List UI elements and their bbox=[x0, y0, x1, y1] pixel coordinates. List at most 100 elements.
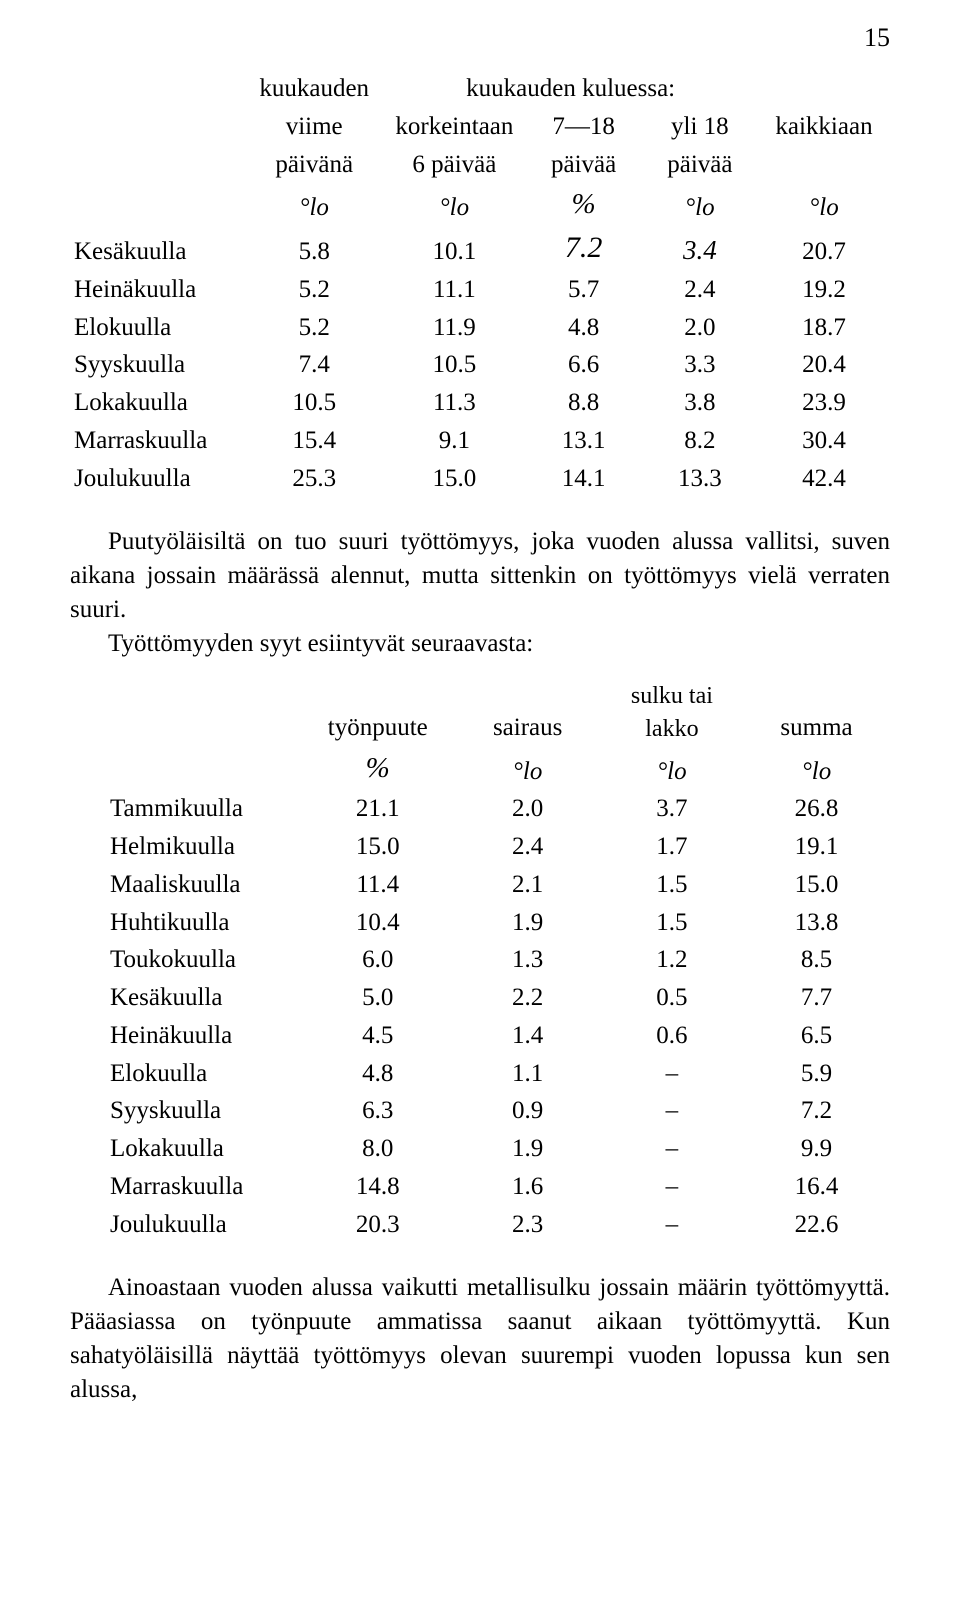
t1-h-c3-l1: 7—18 bbox=[526, 108, 642, 146]
table-row: Maaliskuulla 11.4 2.1 1.5 15.0 bbox=[70, 866, 890, 904]
t2-r3-v3: 13.8 bbox=[743, 904, 890, 942]
page: 15 kuukauden kuukauden kuluessa: viime k… bbox=[0, 0, 960, 1598]
t1-r6-label: Joulukuulla bbox=[70, 460, 245, 498]
t2-r5-v2: 0.5 bbox=[601, 979, 743, 1017]
t1-unit-0: °lo bbox=[245, 183, 383, 226]
t2-unit-1: °lo bbox=[455, 747, 601, 790]
t2-r0-v0: 21.1 bbox=[301, 790, 455, 828]
t2-r6-v0: 4.5 bbox=[301, 1017, 455, 1055]
table-row: Syyskuulla 6.3 0.9 – 7.2 bbox=[70, 1092, 890, 1130]
t2-r0-v1: 2.0 bbox=[455, 790, 601, 828]
t2-unit-3: °lo bbox=[743, 747, 890, 790]
t1-r3-v2: 6.6 bbox=[526, 346, 642, 384]
t2-r10-v0: 14.8 bbox=[301, 1168, 455, 1206]
t1-r1-v1: 11.1 bbox=[383, 271, 525, 309]
t1-unit-1: °lo bbox=[383, 183, 525, 226]
table-row: Kesäkuulla 5.0 2.2 0.5 7.7 bbox=[70, 979, 890, 1017]
table-row: Marraskuulla 14.8 1.6 – 16.4 bbox=[70, 1168, 890, 1206]
t1-r4-v4: 23.9 bbox=[758, 384, 890, 422]
paragraph-2: Ainoastaan vuoden alussa vaikutti metall… bbox=[70, 1271, 890, 1406]
t1-r6-v1: 15.0 bbox=[383, 460, 525, 498]
t1-h-c4-l1: yli 18 bbox=[642, 108, 758, 146]
page-number: 15 bbox=[864, 20, 890, 55]
t2-r7-label: Elokuulla bbox=[70, 1055, 301, 1093]
t2-r11-label: Joulukuulla bbox=[70, 1206, 301, 1244]
t2-r11-v3: 22.6 bbox=[743, 1206, 890, 1244]
table-unemployment-causes: työnpuute sairaus sulku tai lakko summa … bbox=[70, 678, 890, 1243]
t2-h-c3a: sulku tai bbox=[631, 683, 713, 709]
table-row: Toukokuulla 6.0 1.3 1.2 8.5 bbox=[70, 941, 890, 979]
table-unemployment-duration: kuukauden kuukauden kuluessa: viime kork… bbox=[70, 70, 890, 497]
t2-r6-v1: 1.4 bbox=[455, 1017, 601, 1055]
t1-r6-v2: 14.1 bbox=[526, 460, 642, 498]
t1-r0-v4: 20.7 bbox=[758, 226, 890, 271]
t2-r4-v1: 1.3 bbox=[455, 941, 601, 979]
para1-line-a: Puutyöläisiltä on tuo suuri työttömyys, … bbox=[70, 525, 890, 626]
t2-r9-v0: 8.0 bbox=[301, 1130, 455, 1168]
table-row: Elokuulla 4.8 1.1 – 5.9 bbox=[70, 1055, 890, 1093]
table-row: Huhtikuulla 10.4 1.9 1.5 13.8 bbox=[70, 904, 890, 942]
paragraph-1: Puutyöläisiltä on tuo suuri työttömyys, … bbox=[70, 525, 890, 660]
t2-r9-label: Lokakuulla bbox=[70, 1130, 301, 1168]
t2-unit-2: °lo bbox=[601, 747, 743, 790]
t2-r4-v2: 1.2 bbox=[601, 941, 743, 979]
t2-r10-label: Marraskuulla bbox=[70, 1168, 301, 1206]
t2-r3-v2: 1.5 bbox=[601, 904, 743, 942]
t2-r4-v0: 6.0 bbox=[301, 941, 455, 979]
t1-h-c2-l2: 6 päivää bbox=[383, 146, 525, 184]
t2-r1-v2: 1.7 bbox=[601, 828, 743, 866]
t1-r4-v0: 10.5 bbox=[245, 384, 383, 422]
t1-h-c5: kaikkiaan bbox=[758, 108, 890, 146]
t2-r11-v2: – bbox=[601, 1206, 743, 1244]
para2-text: Ainoastaan vuoden alussa vaikutti metall… bbox=[70, 1271, 890, 1406]
t1-r6-v0: 25.3 bbox=[245, 460, 383, 498]
t1-r3-v3: 3.3 bbox=[642, 346, 758, 384]
t1-r0-v3: 3.4 bbox=[683, 235, 717, 265]
t2-r7-v3: 5.9 bbox=[743, 1055, 890, 1093]
t2-h-c4: summa bbox=[743, 678, 890, 747]
t1-r5-v0: 15.4 bbox=[245, 422, 383, 460]
table-row: Tammikuulla 21.1 2.0 3.7 26.8 bbox=[70, 790, 890, 828]
t1-r4-label: Lokakuulla bbox=[70, 384, 245, 422]
t2-r2-v1: 2.1 bbox=[455, 866, 601, 904]
t1-r3-label: Syyskuulla bbox=[70, 346, 245, 384]
t1-r0-v1: 10.1 bbox=[383, 226, 525, 271]
t2-r5-v0: 5.0 bbox=[301, 979, 455, 1017]
t2-r4-label: Toukokuulla bbox=[70, 941, 301, 979]
t1-r6-v4: 42.4 bbox=[758, 460, 890, 498]
t2-r8-v1: 0.9 bbox=[455, 1092, 601, 1130]
t2-r5-label: Kesäkuulla bbox=[70, 979, 301, 1017]
t1-unit-4: °lo bbox=[758, 183, 890, 226]
t2-r9-v3: 9.9 bbox=[743, 1130, 890, 1168]
t2-r2-v0: 11.4 bbox=[301, 866, 455, 904]
t1-unit-3: °lo bbox=[642, 183, 758, 226]
t2-r0-v3: 26.8 bbox=[743, 790, 890, 828]
table-row: Marraskuulla 15.4 9.1 13.1 8.2 30.4 bbox=[70, 422, 890, 460]
t1-r2-v0: 5.2 bbox=[245, 309, 383, 347]
t1-r1-v2: 5.7 bbox=[526, 271, 642, 309]
table-row: Joulukuulla 20.3 2.3 – 22.6 bbox=[70, 1206, 890, 1244]
t2-r6-v2: 0.6 bbox=[601, 1017, 743, 1055]
t2-r5-v3: 7.7 bbox=[743, 979, 890, 1017]
t1-h-c1-l2: viime bbox=[245, 108, 383, 146]
t1-r5-v3: 8.2 bbox=[642, 422, 758, 460]
t2-r5-v1: 2.2 bbox=[455, 979, 601, 1017]
t2-h-c2: sairaus bbox=[455, 678, 601, 747]
t2-r1-v3: 19.1 bbox=[743, 828, 890, 866]
t1-unit-2: % bbox=[526, 183, 642, 226]
t2-r3-label: Huhtikuulla bbox=[70, 904, 301, 942]
t1-r1-v0: 5.2 bbox=[245, 271, 383, 309]
t2-h-c1: työnpuute bbox=[301, 678, 455, 747]
t2-r8-label: Syyskuulla bbox=[70, 1092, 301, 1130]
t2-r9-v1: 1.9 bbox=[455, 1130, 601, 1168]
t1-r1-v4: 19.2 bbox=[758, 271, 890, 309]
table-row: Lokakuulla 10.5 11.3 8.8 3.8 23.9 bbox=[70, 384, 890, 422]
t1-r4-v3: 3.8 bbox=[642, 384, 758, 422]
t2-h-c3b: lakko bbox=[645, 716, 698, 742]
t2-r8-v3: 7.2 bbox=[743, 1092, 890, 1130]
t1-r4-v2: 8.8 bbox=[526, 384, 642, 422]
t1-r3-v4: 20.4 bbox=[758, 346, 890, 384]
t2-h-c3: sulku tai lakko bbox=[601, 678, 743, 747]
t1-r1-v3: 2.4 bbox=[642, 271, 758, 309]
t2-r8-v2: – bbox=[601, 1092, 743, 1130]
